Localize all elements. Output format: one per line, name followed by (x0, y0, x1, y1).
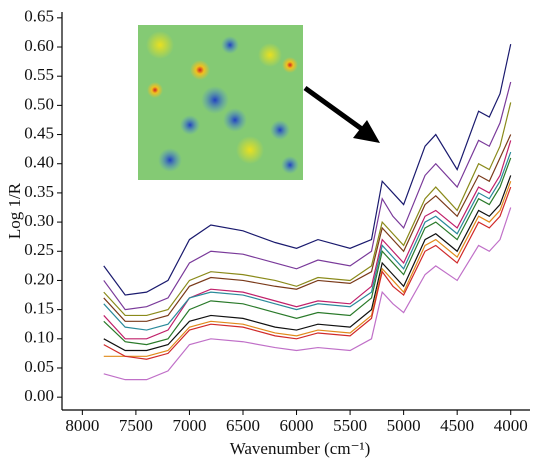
inset-image (138, 25, 303, 180)
y-tick-label: 0.20 (24, 269, 54, 288)
x-axis-label: Wavenumber (cm⁻¹) (230, 439, 371, 458)
y-tick-label: 0.60 (24, 36, 54, 55)
y-tick-label: 0.40 (24, 153, 54, 172)
spectrum-line (103, 181, 512, 357)
spectrum-line (103, 175, 512, 352)
x-tick-label: 4000 (494, 416, 528, 435)
x-tick-label: 7500 (119, 416, 153, 435)
spectrum-line (103, 157, 512, 346)
y-tick-label: 0.30 (24, 211, 54, 230)
y-tick-label: 0.65 (24, 7, 54, 26)
y-tick-label: 0.10 (24, 328, 54, 347)
y-tick-label: 0.45 (24, 123, 54, 142)
spectrum-line (103, 134, 512, 322)
spectrum-line (103, 207, 512, 381)
spectrum-line (103, 186, 512, 360)
y-tick-label: 0.55 (24, 65, 54, 84)
spectrum-line (103, 140, 512, 340)
spectrum-line (103, 102, 512, 317)
y-tick-label: 0.05 (24, 357, 54, 376)
arrow (303, 85, 380, 143)
y-tick-label: 0.50 (24, 94, 54, 113)
x-tick-label: 7000 (172, 416, 206, 435)
x-tick-label: 6000 (280, 416, 314, 435)
y-tick-label: 0.00 (24, 386, 54, 405)
spectrum-line (103, 81, 512, 311)
x-tick-label: 4500 (440, 416, 474, 435)
y-tick-label: 0.25 (24, 240, 54, 259)
y-axis-label: Log 1/R (5, 182, 24, 239)
spectrum-line (103, 43, 512, 296)
x-tick-label: 5000 (387, 416, 421, 435)
y-tick-label: 0.15 (24, 299, 54, 318)
x-tick-label: 5500 (333, 416, 367, 435)
x-tick-label: 8000 (65, 416, 99, 435)
spectrum-line (103, 151, 512, 331)
y-tick-label: 0.35 (24, 182, 54, 201)
x-tick-label: 6500 (226, 416, 260, 435)
